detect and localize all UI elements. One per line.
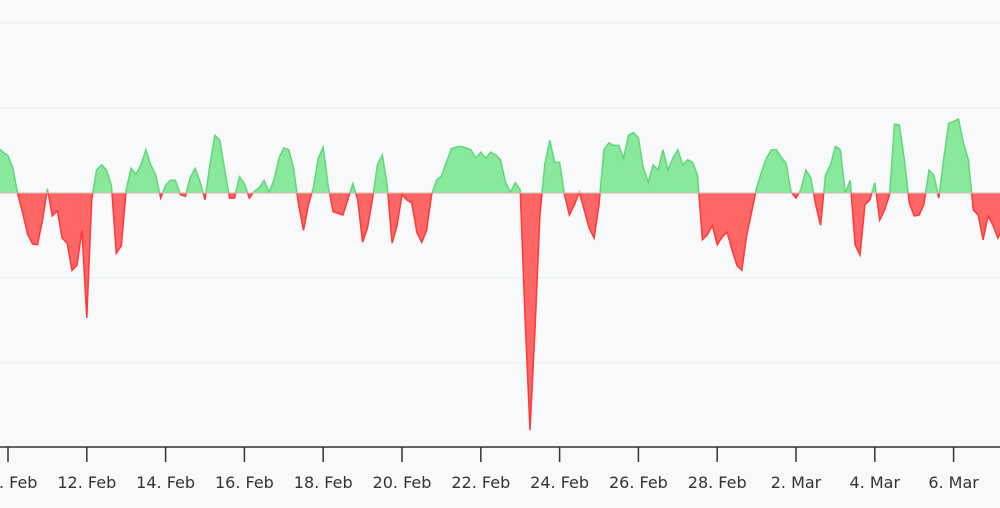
x-tick-label: 18. Feb xyxy=(294,473,353,492)
x-tick-label: 12. Feb xyxy=(57,473,116,492)
x-axis: 10. Feb 12. Feb 14. Feb 16. Feb 18. Feb 20. F… xyxy=(0,447,979,492)
x-tick-label: 2. Mar xyxy=(771,473,822,492)
x-tick-label: 14. Feb xyxy=(136,473,195,492)
x-tick-label: 28. Feb xyxy=(688,473,747,492)
x-tick-label: 26. Feb xyxy=(609,473,668,492)
x-tick-label: 6. Mar xyxy=(928,473,979,492)
gridlines xyxy=(0,22,1000,364)
x-tick-label: 16. Feb xyxy=(215,473,274,492)
positive-area xyxy=(0,119,1000,193)
positive-line xyxy=(0,117,973,193)
x-tick-label: 20. Feb xyxy=(373,473,432,492)
x-tick-label: 22. Feb xyxy=(451,473,510,492)
x-tick-label: 4. Mar xyxy=(850,473,901,492)
x-tick-label: 24. Feb xyxy=(530,473,589,492)
x-tick-label: 10. Feb xyxy=(0,473,37,492)
